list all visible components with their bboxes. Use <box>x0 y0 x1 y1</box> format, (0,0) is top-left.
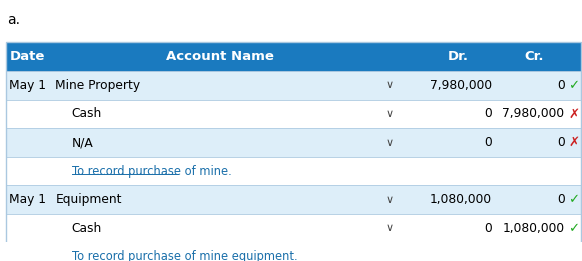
Text: May 1: May 1 <box>9 193 47 206</box>
Text: May 1: May 1 <box>9 79 47 92</box>
Text: Equipment: Equipment <box>55 193 122 206</box>
Text: 7,980,000: 7,980,000 <box>502 108 565 120</box>
FancyBboxPatch shape <box>6 243 581 261</box>
Text: ∨: ∨ <box>386 223 394 233</box>
Text: ✓: ✓ <box>568 193 579 206</box>
Text: ∨: ∨ <box>386 109 394 119</box>
Text: 0: 0 <box>484 108 492 120</box>
Text: 0: 0 <box>557 136 565 149</box>
FancyBboxPatch shape <box>6 157 581 186</box>
Text: 1,080,000: 1,080,000 <box>430 193 492 206</box>
FancyBboxPatch shape <box>6 128 581 157</box>
Text: ∨: ∨ <box>386 138 394 147</box>
Text: a.: a. <box>7 13 20 27</box>
Text: Cash: Cash <box>72 108 102 120</box>
FancyBboxPatch shape <box>6 71 581 100</box>
Text: Dr.: Dr. <box>448 50 469 63</box>
Text: Cr.: Cr. <box>524 50 544 63</box>
Text: ∨: ∨ <box>386 195 394 205</box>
Text: ✗: ✗ <box>568 136 579 149</box>
Text: Date: Date <box>9 50 45 63</box>
Text: ✓: ✓ <box>568 79 579 92</box>
Text: ✓: ✓ <box>568 222 579 235</box>
Text: 0: 0 <box>484 222 492 235</box>
FancyBboxPatch shape <box>6 43 581 71</box>
FancyBboxPatch shape <box>6 100 581 128</box>
FancyBboxPatch shape <box>6 214 581 243</box>
Text: Mine Property: Mine Property <box>55 79 140 92</box>
Text: ∨: ∨ <box>386 80 394 90</box>
Text: To record purchase of mine.: To record purchase of mine. <box>72 165 231 178</box>
Text: N/A: N/A <box>72 136 93 149</box>
Text: 0: 0 <box>557 193 565 206</box>
Text: To record purchase of mine equipment.: To record purchase of mine equipment. <box>72 251 297 261</box>
Text: 0: 0 <box>484 136 492 149</box>
Text: 7,980,000: 7,980,000 <box>430 79 492 92</box>
Text: Cash: Cash <box>72 222 102 235</box>
Text: ✗: ✗ <box>568 108 579 120</box>
Text: 1,080,000: 1,080,000 <box>502 222 565 235</box>
Text: 0: 0 <box>557 79 565 92</box>
FancyBboxPatch shape <box>6 186 581 214</box>
Text: Account Name: Account Name <box>166 50 274 63</box>
